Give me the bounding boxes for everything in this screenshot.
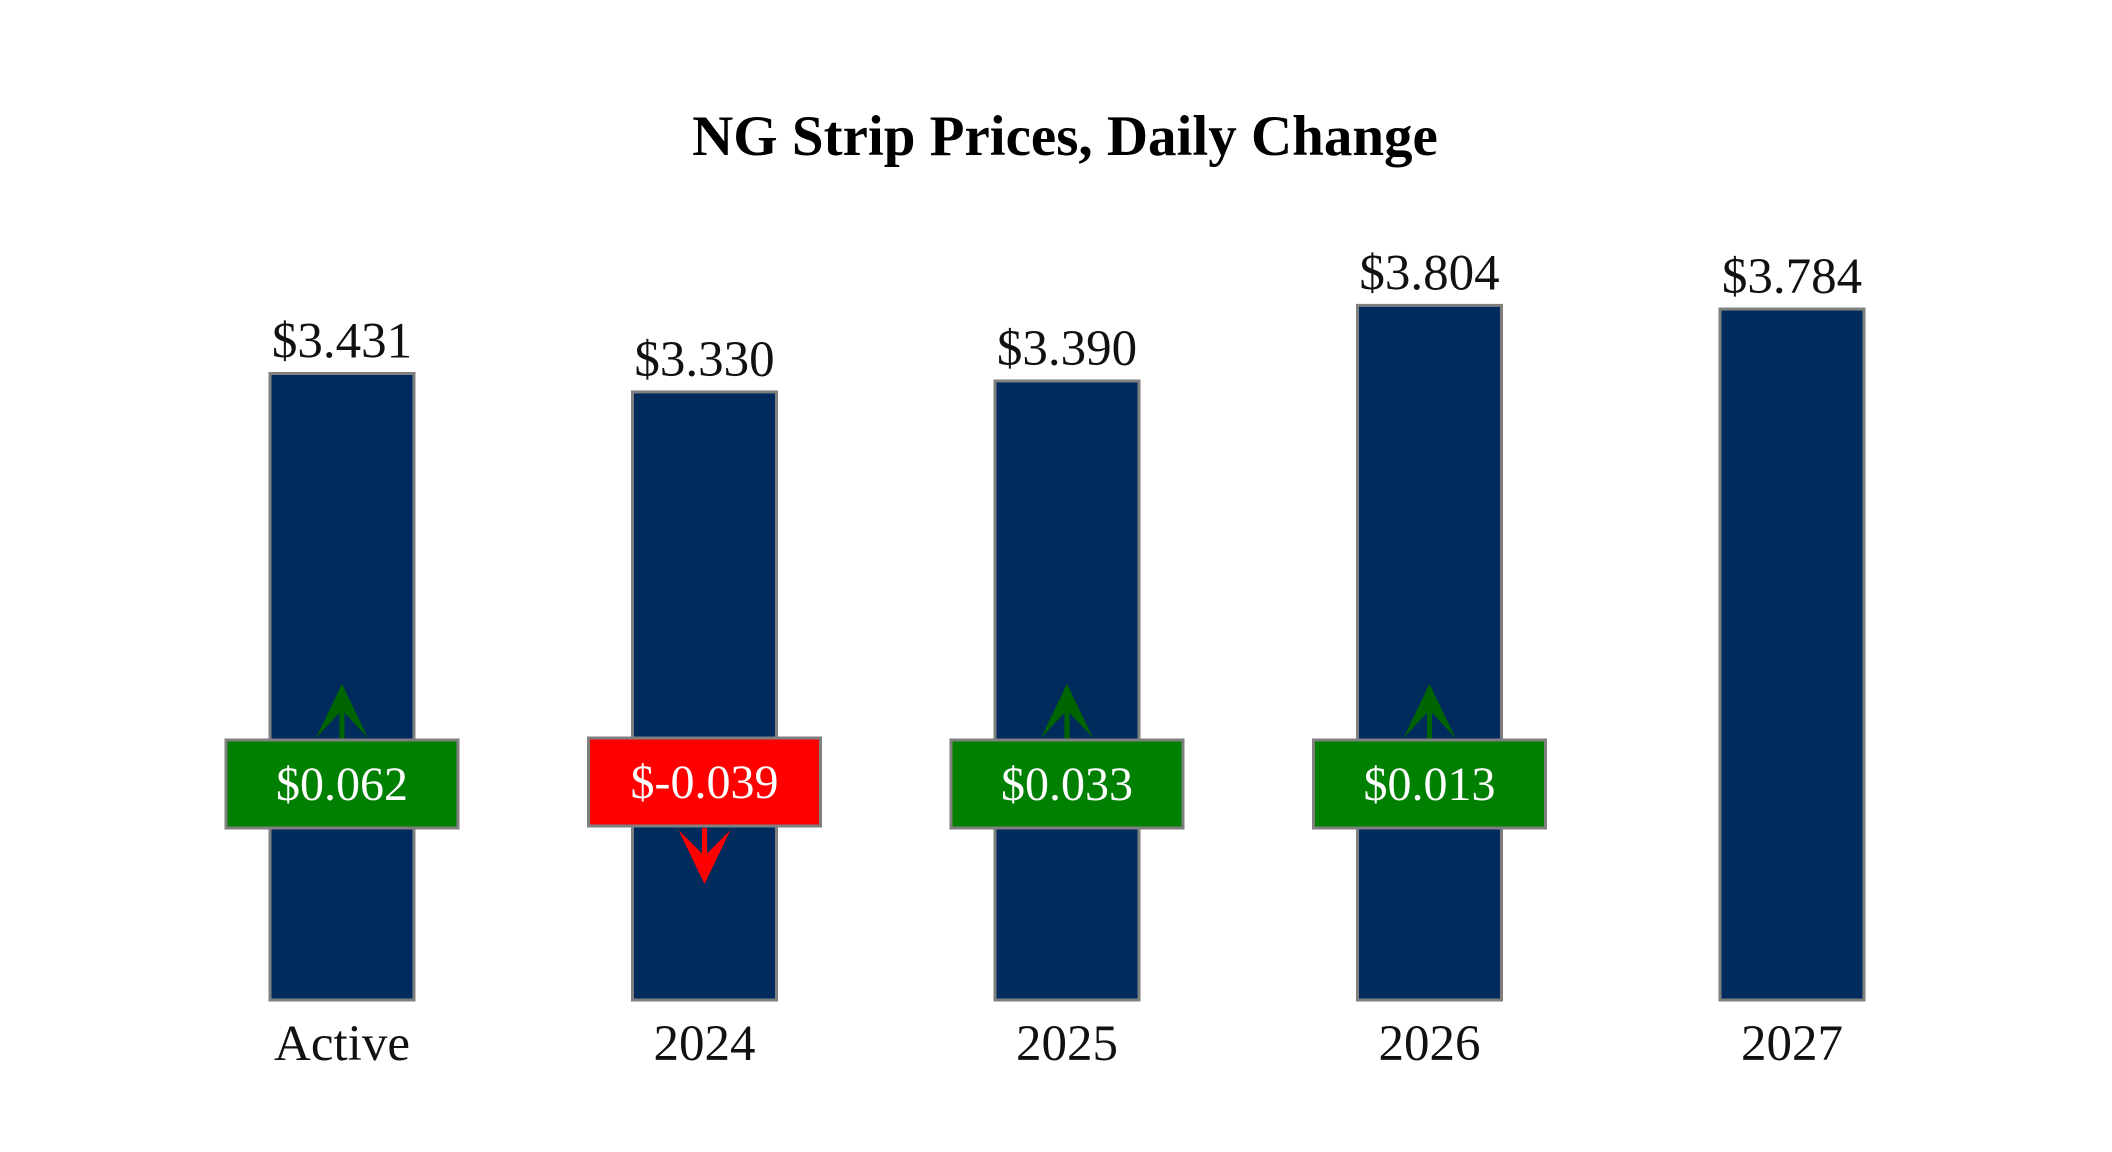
change-markers-layer: $0.062 $-0.039 $0.033 $0.013 xyxy=(224,684,1547,884)
value-label-active: $3.431 xyxy=(272,313,412,369)
up-arrowhead-icon xyxy=(1041,684,1093,738)
change-label: $0.013 xyxy=(1364,758,1496,811)
bar-2026 xyxy=(1356,303,1503,1002)
category-label-2025: 2025 xyxy=(1016,1016,1118,1072)
bar-2024 xyxy=(631,390,778,1002)
up-arrowhead-icon xyxy=(316,684,368,738)
change-marker-active: $0.062 xyxy=(224,684,460,830)
category-label-2024: 2024 xyxy=(654,1016,756,1072)
change-box xyxy=(587,736,822,828)
category-label-active: Active xyxy=(274,1016,410,1072)
category-labels-layer: Active 2024 2025 2026 2027 xyxy=(274,1016,1843,1072)
change-label: $-0.039 xyxy=(631,756,779,809)
change-box xyxy=(949,738,1185,830)
chart-title: NG Strip Prices, Daily Change xyxy=(692,105,1438,168)
value-label-2026: $3.804 xyxy=(1359,245,1499,301)
change-label: $0.062 xyxy=(276,758,408,811)
category-label-2026: 2026 xyxy=(1379,1016,1481,1072)
change-box xyxy=(1312,738,1547,830)
change-marker-2024: $-0.039 xyxy=(587,736,822,884)
up-arrowhead-icon xyxy=(1403,684,1456,738)
value-label-2027: $3.784 xyxy=(1722,249,1862,305)
category-label-2027: 2027 xyxy=(1741,1016,1843,1072)
value-label-2025: $3.390 xyxy=(997,321,1137,377)
change-box xyxy=(224,738,460,830)
bar-2027 xyxy=(1718,307,1866,1002)
value-labels-layer: $3.431 $3.330 $3.390 $3.804 $3.784 xyxy=(272,245,1862,388)
down-arrowhead-icon xyxy=(678,830,731,884)
change-marker-2025: $0.033 xyxy=(949,684,1185,830)
change-marker-2026: $0.013 xyxy=(1312,684,1547,830)
bars-layer xyxy=(268,303,1866,1002)
change-label: $0.033 xyxy=(1001,758,1133,811)
value-label-2024: $3.330 xyxy=(634,332,774,388)
